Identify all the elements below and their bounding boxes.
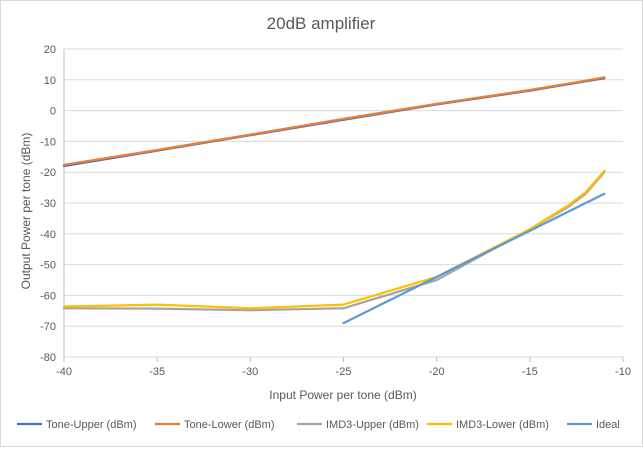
x-tick-label: -15 — [522, 366, 538, 378]
x-tick-label: -30 — [242, 366, 258, 378]
legend-label-imd3-upper: IMD3-Upper (dBm) — [326, 419, 419, 431]
series-line-ideal — [342, 192, 606, 325]
x-axis-label: Input Power per tone (dBm) — [269, 388, 416, 402]
axes — [63, 49, 624, 362]
y-tick-label: -80 — [40, 352, 56, 364]
y-tick-labels: 20 10 0 -10 -20 -30 -40 -50 -60 -70 -80 — [40, 44, 56, 364]
x-tick-label: -25 — [336, 366, 352, 378]
y-tick-label: -10 — [40, 136, 56, 148]
legend-label-tone-lower: Tone-Lower (dBm) — [184, 419, 274, 431]
series-line-imd3-lower — [62, 169, 606, 310]
y-axis-label: Output Power per tone (dBm) — [19, 133, 33, 290]
y-tick-label: 0 — [50, 106, 56, 118]
series-line-tone-lower — [62, 76, 606, 166]
y-tick-label: 20 — [44, 44, 56, 56]
x-tick-label: -20 — [429, 366, 445, 378]
y-tick-label: -20 — [40, 167, 56, 179]
y-tick-label: -30 — [40, 198, 56, 210]
x-tick-labels: -40 -35 -30 -25 -20 -15 -10 — [56, 366, 631, 378]
y-tick-label: -40 — [40, 229, 56, 241]
x-tick-label: -35 — [149, 366, 165, 378]
legend-label-tone-upper: Tone-Upper (dBm) — [46, 419, 136, 431]
series-line-imd3-upper — [62, 171, 606, 312]
legend-label-imd3-lower: IMD3-Lower (dBm) — [456, 419, 549, 431]
series-lines — [62, 76, 606, 325]
x-tick-label: -10 — [615, 366, 631, 378]
x-tick-label: -40 — [56, 366, 72, 378]
chart-title: 20dB amplifier — [267, 14, 376, 33]
y-tick-label: -60 — [40, 290, 56, 302]
y-tick-label: -70 — [40, 321, 56, 333]
y-tick-label: 10 — [44, 75, 56, 87]
legend-label-ideal: Ideal — [596, 419, 620, 431]
gridlines — [64, 48, 623, 358]
y-tick-label: -50 — [40, 260, 56, 272]
legend: Tone-Upper (dBm) Tone-Lower (dBm) IMD3-Upp… — [17, 419, 620, 431]
